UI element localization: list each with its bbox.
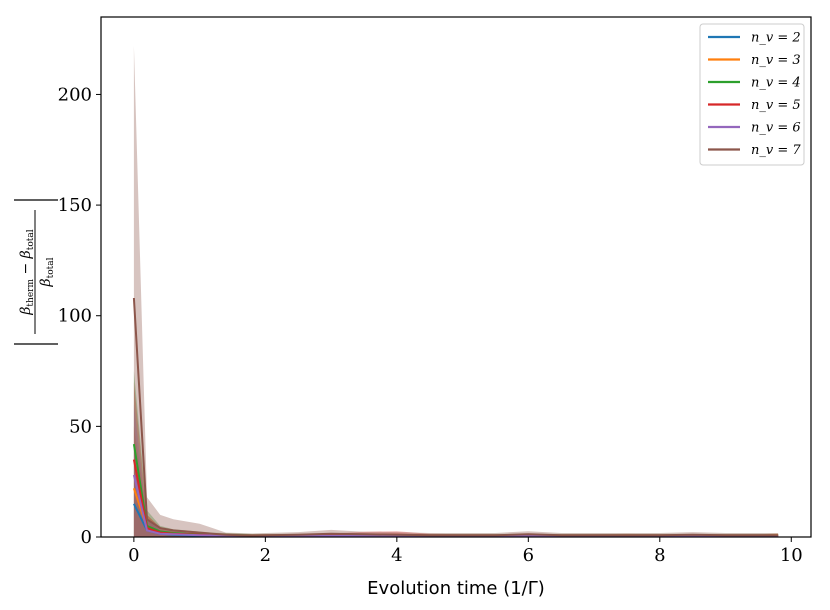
- line-series-2: [132, 487, 779, 537]
- legend: n_v = 2 n_v = 3 n_v = 4 n_v = 5 n_v = 6 n_v =…: [699, 23, 805, 166]
- band-series-3: [133, 371, 779, 537]
- series-lines: [132, 297, 779, 538]
- band-series-5: [133, 404, 779, 537]
- line-series-6: [132, 297, 779, 537]
- band-series-6: [133, 45, 779, 538]
- legend-label: n_v = 4: [751, 76, 801, 91]
- band-series-2: [133, 426, 779, 537]
- line-series-5: [132, 474, 779, 537]
- line-series-4: [132, 459, 779, 537]
- y-tick-label: 100: [58, 306, 92, 327]
- x-tick-label: 0: [128, 545, 139, 566]
- legend-label: n_v = 2: [751, 31, 801, 46]
- x-axis-ticks: 0 2 4 6 8 10: [128, 537, 803, 566]
- band-series-1: [133, 448, 779, 537]
- legend-label: n_v = 3: [751, 53, 801, 68]
- x-tick-label: 10: [780, 545, 803, 566]
- y-tick-label: 0: [81, 527, 92, 548]
- x-tick-label: 4: [391, 545, 402, 566]
- y-axis-ticks: 0 50 100 150 200: [58, 84, 101, 548]
- y-tick-label: 50: [69, 416, 92, 437]
- y-label-numerator: βtherm − βtotal: [18, 229, 36, 315]
- x-axis-label: Evolution time (1/Γ): [367, 578, 545, 599]
- y-label-denominator: βtotal: [38, 257, 56, 287]
- legend-label: n_v = 5: [751, 98, 801, 113]
- y-tick-label: 200: [58, 84, 92, 105]
- legend-label: n_v = 6: [751, 121, 801, 136]
- x-tick-label: 8: [654, 545, 665, 566]
- line-series-3: [132, 443, 779, 537]
- x-tick-label: 2: [260, 545, 271, 566]
- y-tick-label: 150: [58, 195, 92, 216]
- legend-label: n_v = 7: [751, 143, 801, 158]
- confidence-bands: [133, 45, 779, 538]
- line-series-1: [133, 503, 779, 538]
- y-axis-label: βtherm − βtotal βtotal: [14, 199, 58, 345]
- x-tick-label: 6: [523, 545, 534, 566]
- plot-frame: [100, 16, 812, 538]
- band-series-4: [133, 382, 779, 537]
